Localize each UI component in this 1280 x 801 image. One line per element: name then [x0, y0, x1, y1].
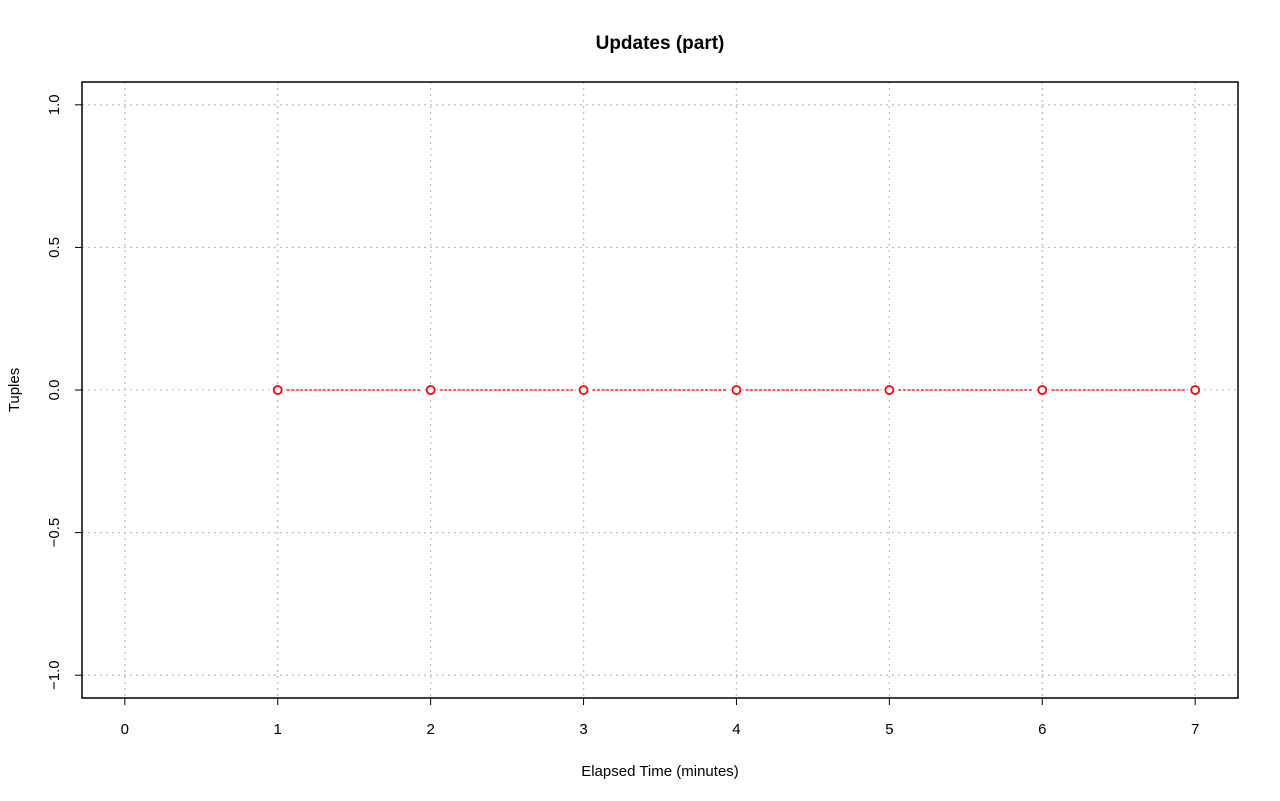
y-tick-label: 1.0 — [46, 94, 63, 115]
y-tick-label: −0.5 — [46, 518, 63, 548]
chart-title: Updates (part) — [596, 33, 725, 54]
data-point — [578, 385, 589, 395]
grid-lines — [82, 82, 1238, 698]
y-axis: −1.0 −0.5 0.0 0.5 1.0 — [46, 94, 82, 690]
data-point — [1190, 385, 1201, 395]
y-axis-label: Tuples — [6, 368, 23, 412]
data-point — [272, 385, 283, 395]
data-point — [425, 385, 436, 395]
x-tick-label: 4 — [732, 721, 740, 738]
y-tick-label: −1.0 — [46, 660, 63, 690]
x-tick-label: 3 — [579, 721, 587, 738]
y-tick-label: 0.5 — [46, 237, 63, 258]
x-tick-label: 2 — [426, 721, 434, 738]
data-point — [731, 385, 742, 395]
data-point — [1037, 385, 1048, 395]
y-tick-label: 0.0 — [46, 380, 63, 401]
x-tick-label: 6 — [1038, 721, 1046, 738]
x-tick-label: 0 — [121, 721, 129, 738]
x-tick-label: 5 — [885, 721, 893, 738]
x-axis: 0 1 2 3 4 5 6 7 — [121, 698, 1199, 738]
x-tick-label: 1 — [274, 721, 282, 738]
series-layer — [272, 385, 1201, 395]
data-point — [884, 385, 895, 395]
x-axis-label: Elapsed Time (minutes) — [581, 763, 739, 780]
x-tick-label: 7 — [1191, 721, 1199, 738]
